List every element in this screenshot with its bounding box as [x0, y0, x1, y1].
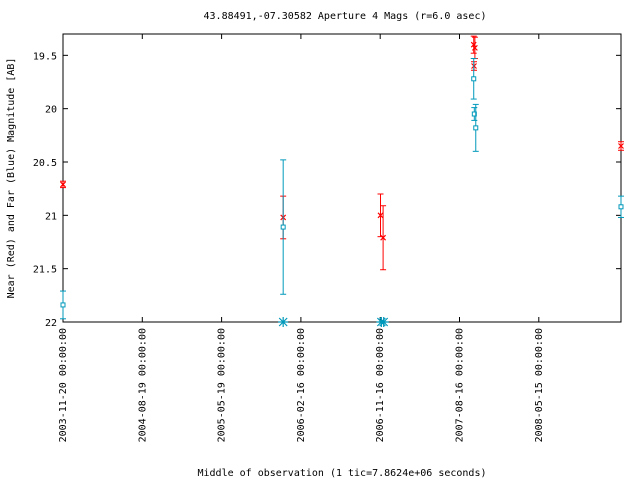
data-marks: [60, 35, 624, 327]
y-tick-label: 19.5: [33, 51, 57, 62]
y-tick-label: 20.5: [33, 158, 57, 169]
y-tick-label: 20: [45, 105, 57, 116]
y-tick-label: 22: [45, 318, 57, 329]
data-point-x-mark: [60, 181, 66, 188]
y-axis: 19.5 20 20.5 21 21.5 22: [33, 51, 621, 329]
y-tick-label: 21: [45, 211, 57, 222]
x-tick-label: 2006-02-16 00:00:00: [296, 328, 307, 442]
data-point-square-mark: [618, 204, 624, 210]
data-point-x-mark: [377, 212, 384, 219]
plot-area-frame: [62, 33, 622, 323]
chart-title: 43.88491,-07.30582 Aperture 4 Mags (r=6.…: [204, 11, 487, 22]
data-point-x-mark: [618, 143, 624, 149]
x-tick-label: 2005-05-19 00:00:00: [217, 328, 228, 442]
data-point-square-mark: [60, 302, 66, 308]
x-tick-label: 2003-11-20 00:00:00: [58, 328, 69, 442]
y-tick-label: 21.5: [33, 265, 57, 276]
x-axis-label: Middle of observation (1 tic=7.8624e+06 …: [198, 468, 487, 479]
x-tick-label: 2004-08-19 00:00:00: [137, 328, 148, 442]
y-axis-label: Near (Red) and Far (Blue) Magnitude [AB]: [6, 58, 17, 299]
x-tick-label: 2007-08-16 00:00:00: [454, 328, 465, 442]
data-point-asterisk-mark: [378, 317, 389, 327]
data-point-square-mark: [471, 76, 477, 82]
data-point-square-mark: [280, 224, 286, 230]
data-point-square-mark: [473, 125, 479, 131]
x-tick-label: 2006-11-16 00:00:00: [375, 328, 386, 442]
data-point-x-mark: [471, 44, 478, 51]
x-axis: 2003-11-20 00:00:00 2004-08-19 00:00:00 20…: [58, 34, 545, 442]
data-point-x-mark: [470, 41, 477, 48]
data-point-asterisk-mark: [278, 317, 289, 327]
data-point-square-mark: [471, 111, 477, 117]
x-tick-label: 2008-05-15 00:00:00: [534, 328, 545, 442]
data-point-x-mark: [380, 234, 387, 241]
